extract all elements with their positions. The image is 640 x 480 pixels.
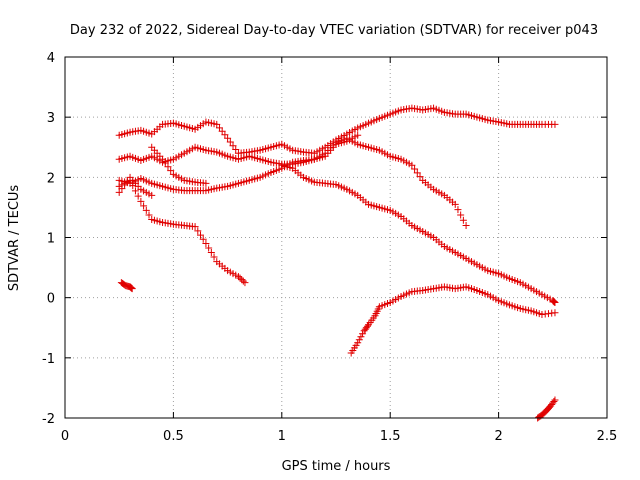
data-point	[408, 161, 416, 169]
series-arc6	[115, 173, 156, 199]
data-point	[551, 120, 559, 128]
y-tick-label: 2	[47, 171, 55, 186]
plot-frame	[64, 56, 608, 419]
y-tick-label: -1	[42, 352, 55, 367]
data-point	[159, 155, 167, 163]
x-tick-label: 1	[278, 429, 286, 444]
data-point	[202, 240, 210, 248]
data-point	[363, 322, 371, 330]
data-point	[118, 185, 126, 193]
data-point	[224, 134, 232, 142]
data-point	[121, 181, 129, 189]
series-arc9	[347, 283, 559, 357]
data-point	[241, 279, 249, 287]
data-point	[359, 330, 367, 338]
data-point	[236, 274, 244, 282]
data-point	[137, 197, 145, 205]
data-point	[161, 159, 169, 167]
data-point	[145, 211, 153, 219]
data-point	[226, 138, 234, 146]
data-point	[232, 146, 240, 154]
y-tick-label: 1	[47, 232, 55, 247]
data-point	[354, 339, 362, 347]
data-point	[357, 333, 365, 341]
x-tick-label: 2	[494, 429, 502, 444]
y-tick-label: 0	[47, 292, 55, 307]
x-tick-label: 1.5	[380, 429, 401, 444]
data-point	[234, 273, 242, 281]
x-tick-label: 0	[61, 429, 69, 444]
series-arc8	[117, 279, 136, 293]
data-point	[194, 227, 202, 235]
data-point	[355, 336, 363, 344]
data-point	[457, 211, 465, 219]
data-point	[462, 221, 470, 229]
data-point	[164, 163, 172, 171]
data-point	[115, 188, 123, 196]
data-point	[207, 249, 215, 257]
data-point	[239, 277, 247, 285]
data-point	[128, 285, 136, 293]
data-marks	[115, 104, 559, 422]
data-point	[550, 397, 558, 405]
series-arc3	[115, 131, 362, 195]
data-point	[167, 167, 175, 175]
data-point	[459, 216, 467, 224]
data-point	[413, 169, 421, 177]
data-point	[229, 142, 237, 150]
data-point	[142, 206, 150, 214]
data-point	[454, 206, 462, 214]
x-tick-label: 0.5	[163, 429, 184, 444]
x-tick-label: 2.5	[597, 429, 618, 444]
y-axis-label: SDTVAR / TECUs	[7, 185, 22, 292]
series-arc4	[115, 176, 249, 287]
data-point	[551, 309, 559, 317]
data-point	[197, 231, 204, 239]
data-point	[551, 298, 559, 306]
series-arc10	[534, 396, 559, 422]
data-point	[354, 131, 362, 139]
data-point	[210, 253, 218, 261]
data-point	[205, 244, 213, 252]
data-point	[411, 165, 419, 173]
series-arc1	[115, 104, 559, 157]
data-point	[199, 235, 207, 243]
data-point	[134, 192, 142, 200]
data-point	[238, 276, 246, 284]
data-point	[123, 177, 131, 185]
y-tick-label: -2	[42, 412, 55, 427]
data-point	[416, 173, 424, 181]
series-arc7	[278, 161, 559, 306]
x-axis-label: GPS time / hours	[282, 459, 391, 474]
data-point	[191, 223, 199, 231]
data-point	[131, 187, 139, 195]
y-tick-label: 4	[47, 51, 55, 66]
data-point	[140, 202, 148, 210]
data-point	[451, 200, 459, 208]
data-point	[551, 396, 559, 404]
series-arc5	[148, 143, 210, 187]
y-tick-label: 3	[47, 111, 55, 126]
data-point	[202, 179, 210, 187]
chart-title: Day 232 of 2022, Sidereal Day-to-day VTE…	[70, 23, 598, 38]
data-point	[148, 191, 156, 199]
